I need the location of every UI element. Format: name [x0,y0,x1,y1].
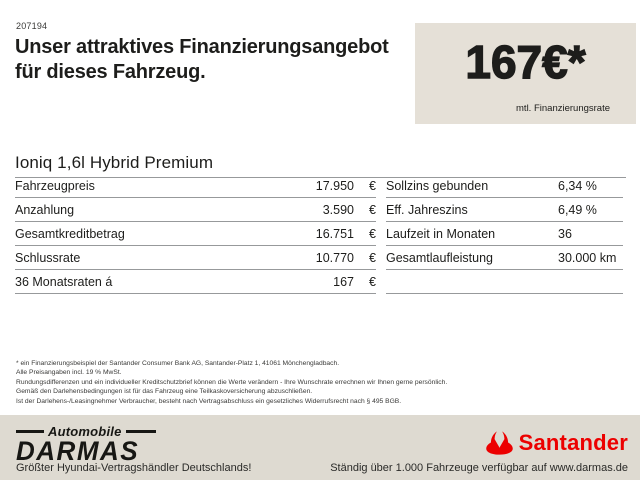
table-row: Eff. Jahreszins 6,49 % [386,198,623,222]
logo-bar-right [125,430,156,433]
row-unit: € [369,203,376,217]
row-value: 3.590 [322,203,354,217]
santander-flame-icon [485,431,513,455]
row-value: 17.950 [315,179,354,193]
row-label: Gesamtlaufleistung [386,251,494,265]
table-row: Sollzins gebunden 6,34 % [386,174,623,198]
table-row: Gesamtkreditbetrag 16.751 € [15,222,376,246]
row-label: Sollzins gebunden [386,179,489,193]
fineprint-line: * ein Finanzierungsbeispiel der Santande… [16,360,340,367]
darmas-logo-automobile: Automobile [48,424,122,439]
footer-band: Automobile DARMAS Größter Hyundai-Vertra… [0,415,640,480]
monthly-rate-value: 167€* [465,35,587,88]
row-label: Eff. Jahreszins [386,203,468,217]
row-unit: € [369,275,376,289]
row-label: Fahrzeugpreis [15,179,95,193]
row-value: 6,49 % [558,203,597,217]
row-label: Anzahlung [15,203,75,217]
row-value: 30.000 km [558,251,617,265]
row-value: 16.751 [315,227,354,241]
row-value: 36 [558,227,572,241]
darmas-logo-top: Automobile [16,425,156,438]
fineprint-line: Gemäß den Darlehensbedingungen ist für d… [16,388,313,396]
finance-table-right: Sollzins gebunden 6,34 % Eff. Jahreszins… [386,174,623,294]
availability-text: Ständig über 1.000 Fahrzeuge verfügbar a… [330,462,628,474]
legal-fineprint: * ein Finanzierungsbeispiel der Santande… [16,359,447,406]
row-unit: € [369,227,376,241]
row-value: 10.770 [315,251,354,265]
monthly-rate-caption: mtl. Finanzierungsrate [516,103,610,114]
table-row: Schlussrate 10.770 € [15,246,376,270]
row-value: 6,34 % [558,179,597,193]
fineprint-line: Rundungsdifferenzen und ein individuelle… [16,378,448,386]
darmas-logo-name: DARMAS [16,434,140,467]
page-title-line1: Unser attraktives Finanzierungsangebot [15,36,389,58]
fineprint-line: Alle Preisangaben incl. 19 % MwSt. [16,369,122,377]
table-row: Fahrzeugpreis 17.950 € [15,174,376,198]
fineprint-line: Ist der Darlehens-/Leasingnehmer Verbrau… [16,397,402,405]
table-row: Anzahlung 3.590 € [15,198,376,222]
santander-logo: Santander [485,430,628,455]
table-row: Gesamtlaufleistung 30.000 km [386,246,623,270]
dealer-claim: Größter Hyundai-Vertragshändler Deutschl… [16,462,252,474]
santander-wordmark: Santander [518,430,628,455]
vehicle-title: Ioniq 1,6l Hybrid Premium [15,153,626,178]
table-row: 36 Monatsraten á 167 € [15,270,376,294]
row-value: 167 [333,275,354,289]
finance-table-left: Fahrzeugpreis 17.950 € Anzahlung 3.590 €… [15,174,376,294]
row-label: Schlussrate [15,251,81,265]
table-row: Laufzeit in Monaten 36 [386,222,623,246]
page-title-line2: für dieses Fahrzeug. [15,61,206,83]
row-label: 36 Monatsraten á [15,275,113,289]
page-title: Unser attraktives Finanzierungsangebot f… [15,35,389,85]
row-label: Laufzeit in Monaten [386,227,496,241]
logo-bar-left [16,430,44,433]
monthly-rate-box: 167€* mtl. Finanzierungsrate [415,23,636,124]
row-label: Gesamtkreditbetrag [15,227,125,241]
row-unit: € [369,251,376,265]
table-row-empty [386,270,623,294]
row-unit: € [369,179,376,193]
darmas-logo: Automobile DARMAS [16,425,156,467]
document-number: 207194 [16,21,48,31]
